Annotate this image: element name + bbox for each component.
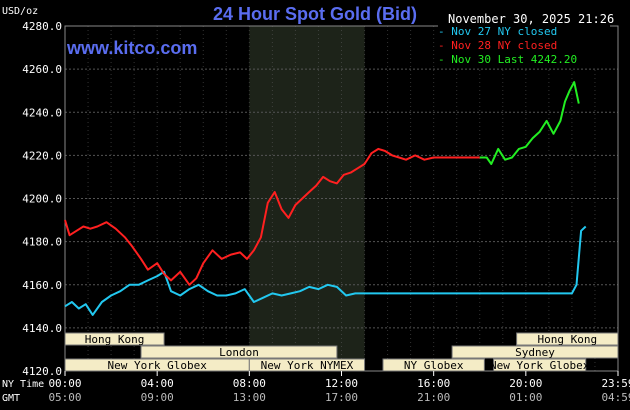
y-tick-label: 4220.0 (22, 149, 62, 162)
x-tick-label: 08:00 (233, 377, 266, 390)
y-tick-label: 4180.0 (22, 236, 62, 249)
legend-item-nov27: - Nov 27 NY closed (438, 25, 558, 38)
legend-item-nov28: - Nov 28 NY closed (438, 39, 558, 52)
session-label: Sydney (515, 346, 555, 359)
y-unit-label: USD/oz (2, 6, 39, 17)
session-label: Hong Kong (538, 333, 598, 346)
x-tick-label: 13:00 (233, 391, 266, 404)
x-tick-label: 16:00 (417, 377, 450, 390)
y-tick-label: 4160.0 (22, 279, 62, 292)
y-tick-label: 4260.0 (22, 63, 62, 76)
session-bar (493, 358, 587, 372)
y-tick-label: 4280.0 (22, 20, 62, 33)
session-label: Hong Kong (85, 333, 145, 346)
y-tick-label: 4240.0 (22, 106, 62, 119)
x-tick-label: 05:00 (48, 391, 81, 404)
series-line-nov28 (64, 147, 480, 286)
time-row-name: GMT (2, 393, 20, 404)
session-label: NY Globex (404, 359, 464, 372)
x-tick-label: 04:59 (601, 391, 630, 404)
x-tick-label: 04:00 (141, 377, 174, 390)
y-tick-label: 4120.0 (22, 365, 62, 378)
brand-link[interactable]: www.kitco.com (67, 38, 198, 58)
session-bar (64, 332, 165, 346)
x-tick-label: 01:00 (509, 391, 542, 404)
x-tick-label: 17:00 (325, 391, 358, 404)
timestamp: November 30, 2025 21:26 (448, 12, 615, 26)
session-label: London (219, 346, 259, 359)
session-label: New York NYMEX (261, 359, 354, 372)
x-tick-label: 09:00 (141, 391, 174, 404)
x-tick-label: 12:00 (325, 377, 358, 390)
x-tick-label: 21:00 (417, 391, 450, 404)
series-line-nov27 (64, 225, 587, 316)
legend-item-nov30: - Nov 30 Last 4242.20 (438, 53, 578, 66)
x-tick-label: 00:00 (48, 377, 81, 390)
session-bar (248, 358, 366, 372)
session-bar (516, 332, 619, 346)
x-tick-label: 20:00 (509, 377, 542, 390)
session-bar (451, 345, 619, 359)
series-line-nov30 (479, 81, 580, 165)
x-tick-label: 23:59 (601, 377, 630, 390)
y-tick-label: 4200.0 (22, 193, 62, 206)
y-tick-label: 4140.0 (22, 322, 62, 335)
session-label: New York Globex (490, 359, 590, 372)
session-bar (140, 345, 338, 359)
session-label: New York Globex (107, 359, 207, 372)
legend: - Nov 27 NY closed - Nov 28 NY closed - … (438, 25, 610, 67)
time-row-name: NY Time (2, 379, 44, 390)
chart-title: 24 Hour Spot Gold (Bid) (213, 4, 417, 24)
